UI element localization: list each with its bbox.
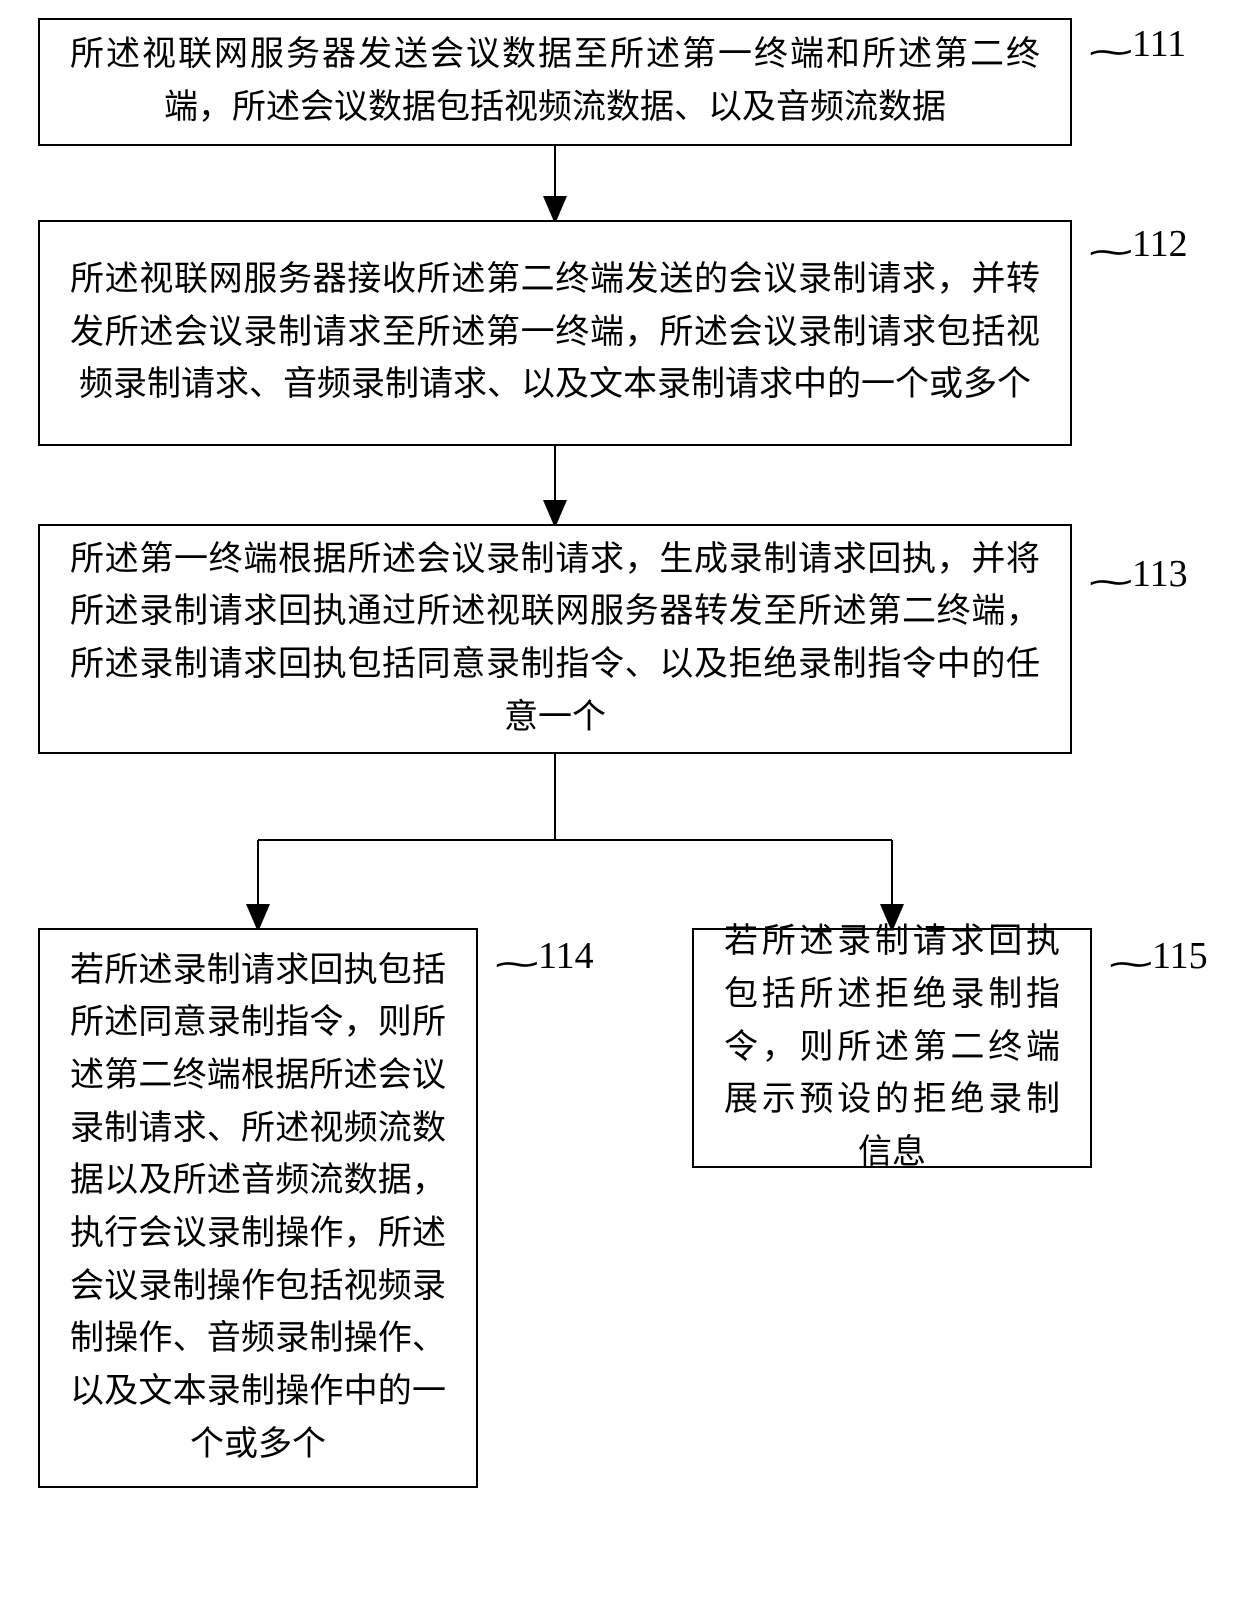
label-111: 111	[1132, 22, 1186, 66]
step-115-box: 若所述录制请求回执包括所述拒绝录制指令，则所述第二终端展示预设的拒绝录制信息	[692, 928, 1092, 1168]
step-112-box: 所述视联网服务器接收所述第二终端发送的会议录制请求，并转发所述会议录制请求至所述…	[38, 220, 1072, 446]
step-111-box: 所述视联网服务器发送会议数据至所述第一终端和所述第二终端，所述会议数据包括视频流…	[38, 18, 1072, 146]
label-112: 112	[1132, 222, 1188, 266]
tilde-112: ∼	[1084, 233, 1138, 271]
step-112-text: 所述视联网服务器接收所述第二终端发送的会议录制请求，并转发所述会议录制请求至所述…	[70, 254, 1040, 412]
step-114-text: 若所述录制请求回执包括所述同意录制指令，则所述第二终端根据所述会议录制请求、所述…	[70, 945, 446, 1472]
tilde-114: ∼	[490, 945, 544, 983]
step-113-box: 所述第一终端根据所述会议录制请求，生成录制请求回执，并将所述录制请求回执通过所述…	[38, 524, 1072, 754]
label-114: 114	[538, 934, 594, 978]
tilde-115: ∼	[1104, 945, 1158, 983]
step-111-text: 所述视联网服务器发送会议数据至所述第一终端和所述第二终端，所述会议数据包括视频流…	[70, 29, 1040, 134]
step-115-text: 若所述录制请求回执包括所述拒绝录制指令，则所述第二终端展示预设的拒绝录制信息	[724, 916, 1060, 1179]
label-113: 113	[1132, 552, 1188, 596]
flowchart-canvas: 所述视联网服务器发送会议数据至所述第一终端和所述第二终端，所述会议数据包括视频流…	[0, 0, 1240, 1606]
step-113-text: 所述第一终端根据所述会议录制请求，生成录制请求回执，并将所述录制请求回执通过所述…	[70, 534, 1040, 745]
tilde-111: ∼	[1084, 33, 1138, 71]
step-114-box: 若所述录制请求回执包括所述同意录制指令，则所述第二终端根据所述会议录制请求、所述…	[38, 928, 478, 1488]
label-115: 115	[1152, 934, 1208, 978]
tilde-113: ∼	[1084, 563, 1138, 601]
